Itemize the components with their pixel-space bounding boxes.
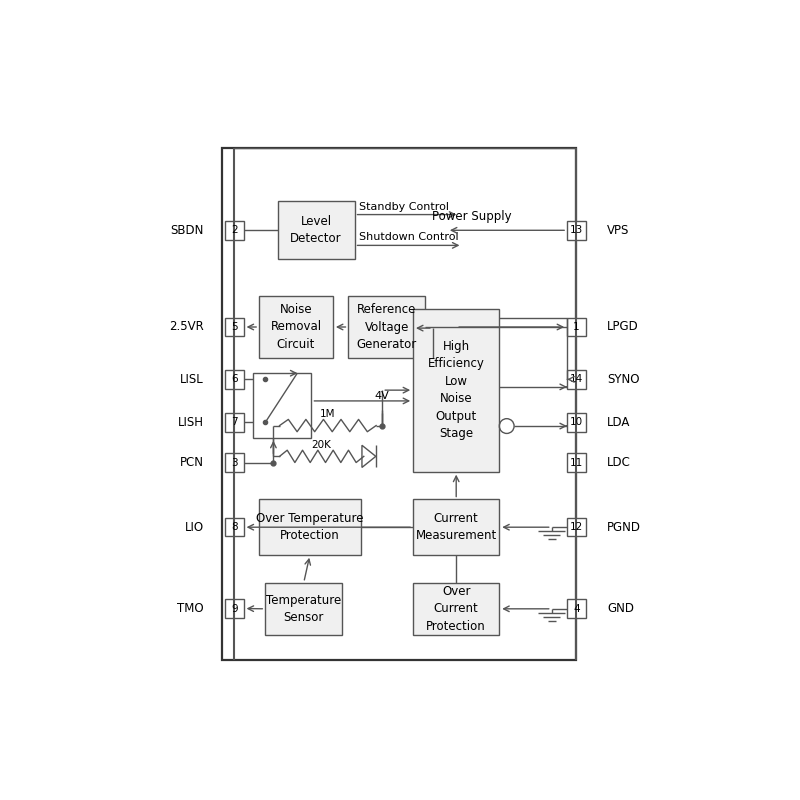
Text: 3: 3 xyxy=(231,458,238,467)
Text: Noise
Removal
Circuit: Noise Removal Circuit xyxy=(270,303,322,351)
Bar xyxy=(567,518,586,537)
Text: 10: 10 xyxy=(570,418,583,427)
Text: 4: 4 xyxy=(573,603,580,614)
Text: LPGD: LPGD xyxy=(607,321,639,334)
Text: Over
Current
Protection: Over Current Protection xyxy=(426,585,486,633)
Text: 14: 14 xyxy=(570,374,583,384)
Text: Reference
Voltage
Generator: Reference Voltage Generator xyxy=(357,303,417,351)
Text: Standby Control: Standby Control xyxy=(359,202,449,211)
Text: 1: 1 xyxy=(573,322,580,332)
Bar xyxy=(413,582,499,635)
Bar xyxy=(253,373,311,438)
Bar xyxy=(226,454,244,472)
Text: LISL: LISL xyxy=(180,373,204,386)
Text: 7: 7 xyxy=(231,418,238,427)
Text: 8: 8 xyxy=(231,522,238,532)
Bar xyxy=(567,318,586,336)
Text: 13: 13 xyxy=(570,226,583,235)
Bar xyxy=(349,296,426,358)
Text: 4V: 4V xyxy=(375,391,390,401)
Text: PGND: PGND xyxy=(607,521,641,534)
Text: 9: 9 xyxy=(231,603,238,614)
Text: LDA: LDA xyxy=(607,416,630,429)
Bar xyxy=(567,370,586,389)
Bar xyxy=(266,582,342,635)
Bar xyxy=(226,599,244,618)
Text: 20K: 20K xyxy=(312,440,332,450)
Text: High
Efficiency
Low
Noise
Output
Stage: High Efficiency Low Noise Output Stage xyxy=(428,340,485,440)
Bar xyxy=(567,414,586,432)
Bar xyxy=(226,414,244,432)
Text: TMO: TMO xyxy=(177,602,204,615)
Bar xyxy=(278,201,354,259)
Text: SYNO: SYNO xyxy=(607,373,640,386)
Bar xyxy=(413,499,499,555)
Text: LISH: LISH xyxy=(178,416,204,429)
Bar xyxy=(567,599,586,618)
Bar xyxy=(222,148,576,660)
Bar xyxy=(226,221,244,239)
Text: GND: GND xyxy=(607,602,634,615)
Bar xyxy=(259,296,333,358)
Text: PCN: PCN xyxy=(180,456,204,469)
Bar xyxy=(567,454,586,472)
Text: LDC: LDC xyxy=(607,456,631,469)
Text: 6: 6 xyxy=(231,374,238,384)
Text: LIO: LIO xyxy=(185,521,204,534)
Text: Temperature
Sensor: Temperature Sensor xyxy=(266,594,342,624)
Text: 12: 12 xyxy=(570,522,583,532)
Bar xyxy=(413,309,499,472)
Text: 1M: 1M xyxy=(320,410,335,419)
Text: 2.5VR: 2.5VR xyxy=(169,321,204,334)
Bar xyxy=(226,518,244,537)
Text: SBDN: SBDN xyxy=(170,224,204,237)
Text: 11: 11 xyxy=(570,458,583,467)
Text: Power Supply: Power Supply xyxy=(432,210,511,223)
Text: 5: 5 xyxy=(231,322,238,332)
Bar xyxy=(259,499,361,555)
Text: Over Temperature
Protection: Over Temperature Protection xyxy=(256,512,364,542)
Bar xyxy=(567,221,586,239)
Text: Current
Measurement: Current Measurement xyxy=(415,512,497,542)
Text: Level
Detector: Level Detector xyxy=(290,214,342,246)
Text: 2: 2 xyxy=(231,226,238,235)
Text: VPS: VPS xyxy=(607,224,630,237)
Text: Shutdown Control: Shutdown Control xyxy=(359,232,458,242)
Bar xyxy=(226,370,244,389)
Bar xyxy=(226,318,244,336)
